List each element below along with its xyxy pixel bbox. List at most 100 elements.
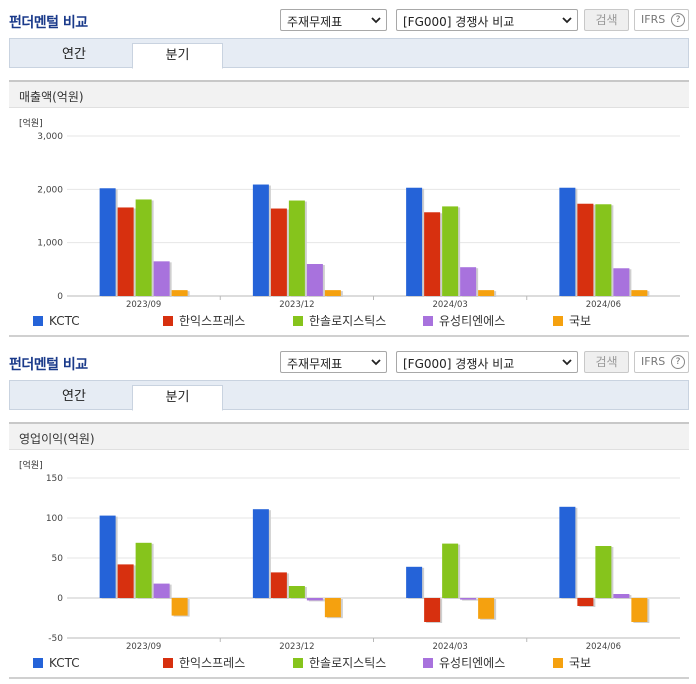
y-tick-label: 3,000 [37,132,63,142]
bar [631,290,648,296]
legend-label: KCTC [49,656,80,670]
bar [135,199,152,296]
bar [631,598,648,622]
sales-bar-chart: [억원] 3,000 2,000 1,000 0 2023/09 2023/12 2024/0… [0,108,696,342]
statement-select-value: 주재무제표 [287,15,343,29]
x-tick-label: 2023/09 [126,642,161,652]
chevron-down-icon [371,17,381,24]
panel-header: 펀더멘털 비교 주재무제표 [FG000] 경쟁사 비교 검색 IFRS ? [0,0,696,38]
bar [424,598,441,622]
section-title: 매출액(억원) [19,90,84,104]
legend-swatch [423,316,433,326]
y-tick-label: 1,000 [37,239,63,249]
legend-label: KCTC [49,314,80,328]
panel-divider [9,335,689,337]
legend-swatch [293,658,303,668]
statement-select-value: 주재무제표 [287,357,343,371]
bar [595,546,612,598]
fundamental-panel-operating-profit: 펀더멘털 비교 주재무제표 [FG000] 경쟁사 비교 검색 IFRS ? 연… [0,342,696,684]
legend-swatch [553,316,563,326]
section-header: 매출액(억원) [9,80,689,108]
legend-swatch [163,316,173,326]
bar [324,290,341,296]
x-tick-label: 2023/12 [279,300,314,310]
bar [442,543,459,598]
x-tick-label: 2024/06 [586,300,621,310]
chart-svg: [억원]150 100 50 0 -50 2023/09 2023/12 2024/03 202… [19,459,680,670]
x-tick-label: 2023/12 [279,642,314,652]
ifrs-help-button[interactable]: IFRS ? [634,351,689,373]
ifrs-help-button[interactable]: IFRS ? [634,9,689,31]
compare-select[interactable]: [FG000] 경쟁사 비교 [396,9,578,31]
bar [478,598,495,619]
statement-select[interactable]: 주재무제표 [280,9,387,31]
statement-select[interactable]: 주재무제표 [280,351,387,373]
tab-quarter[interactable]: 분기 [132,43,223,69]
fundamental-panel-sales: 펀더멘털 비교 주재무제표 [FG000] 경쟁사 비교 검색 IFRS ? 연… [0,0,696,342]
chevron-down-icon [562,17,572,24]
bar [559,506,576,598]
bar [442,206,459,296]
tab-quarter[interactable]: 분기 [132,385,223,411]
bar [595,204,612,296]
bar [171,598,188,616]
y-tick-label: -50 [48,634,63,644]
y-tick-label: 0 [57,594,63,604]
ifrs-label: IFRS [641,13,666,26]
x-tick-label: 2024/03 [432,300,467,310]
legend-label: 한솔로지스틱스 [309,314,386,328]
unit-label: [억원] [19,117,43,129]
tab-annual[interactable]: 연간 [62,47,86,62]
bar [324,598,341,618]
legend-swatch [163,658,173,668]
x-tick-label: 2024/06 [586,642,621,652]
period-tabs: 연간 분기 [9,380,689,411]
legend-label: 한익스프레스 [179,314,245,328]
compare-select[interactable]: [FG000] 경쟁사 비교 [396,351,578,373]
bar [270,208,287,296]
bar [478,290,495,296]
panel-title: 펀더멘털 비교 [9,357,88,373]
legend-label: 유성티엔에스 [439,656,505,670]
section-title: 영업이익(억원) [19,432,95,446]
bar-shadow [462,599,479,601]
bar [460,598,477,600]
chart-svg: [억원] 3,000 2,000 1,000 0 2023/09 2023/12 2024/0… [19,117,680,328]
x-tick-label: 2023/09 [126,300,161,310]
bar [406,187,423,296]
bar [252,509,269,598]
legend-label: 한익스프레스 [179,656,245,670]
bar [270,572,287,598]
bar [135,542,152,598]
chevron-down-icon [371,359,381,366]
search-button[interactable]: 검색 [584,9,629,31]
legend-swatch [293,316,303,326]
legend-swatch [33,658,43,668]
bar [288,586,305,598]
bar [153,583,170,598]
bar [99,188,116,296]
bar [153,261,170,296]
bar [288,200,305,296]
search-button[interactable]: 검색 [584,351,629,373]
legend-label: 유성티엔에스 [439,314,505,328]
question-circle-icon: ? [671,13,685,27]
bar [577,598,594,606]
bar [460,267,477,296]
bar [559,187,576,296]
bar [406,566,423,598]
bar [306,264,323,296]
question-circle-icon: ? [671,355,685,369]
tab-annual[interactable]: 연간 [62,389,86,404]
section-header: 영업이익(억원) [9,422,689,450]
panel-divider [9,677,689,679]
y-tick-label: 50 [52,554,64,564]
legend-swatch [423,658,433,668]
compare-select-value: [FG000] 경쟁사 비교 [403,15,515,29]
ifrs-label: IFRS [641,355,666,368]
bar [613,594,630,598]
chevron-down-icon [562,359,572,366]
bar [117,207,134,296]
legend-label: 국보 [569,656,591,670]
y-tick-label: 2,000 [37,185,63,195]
